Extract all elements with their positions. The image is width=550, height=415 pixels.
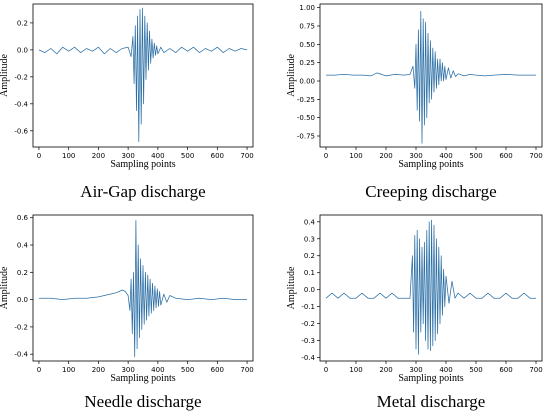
subplot-caption: Metal discharge	[377, 392, 486, 411]
x-tick-label: 100	[349, 366, 362, 374]
x-tick-label: 400	[439, 152, 452, 160]
x-tick-label: 600	[499, 152, 512, 160]
plot-frame	[319, 214, 543, 362]
y-tick-label: 0.75	[299, 23, 315, 31]
x-tick-label: 200	[379, 152, 392, 160]
x-tick-label: 0	[37, 366, 41, 374]
y-tick-label: 0.0	[17, 296, 28, 304]
x-axis-label: Sampling points	[398, 159, 463, 170]
y-tick-label: 0.3	[304, 235, 315, 243]
plot-frame	[319, 3, 543, 148]
x-tick-label: 500	[181, 152, 194, 160]
y-tick-label: -0.2	[14, 323, 28, 331]
y-tick-label: 0.25	[299, 59, 315, 67]
x-tick-label: 700	[529, 366, 542, 374]
signal-trace	[326, 10, 536, 144]
signal-trace	[38, 7, 248, 142]
y-tick-label: 0.6	[17, 214, 29, 222]
y-tick-label: -0.25	[297, 96, 315, 104]
x-tick-label: 100	[62, 152, 75, 160]
y-tick-label: -0.4	[14, 100, 28, 108]
y-tick-label: -0.1	[301, 303, 315, 311]
y-tick-label: -0.3	[301, 337, 315, 345]
x-tick-label: 200	[92, 152, 105, 160]
y-tick-label: 0.50	[299, 41, 315, 49]
x-tick-label: 600	[211, 366, 224, 374]
y-tick-label: -0.2	[14, 73, 28, 81]
signal-trace	[325, 219, 536, 355]
x-tick-label: 300	[121, 366, 134, 374]
y-tick-label: 0.2	[17, 269, 28, 277]
x-tick-label: 500	[181, 366, 194, 374]
x-tick-label: 300	[409, 366, 422, 374]
x-tick-label: 100	[349, 152, 362, 160]
x-tick-label: 100	[62, 366, 75, 374]
y-tick-label: -0.6	[14, 127, 28, 135]
subplot-4: 0 100 200 300 400 500 600 700 0.4 0.3 0.2 0.1 0.0 -0.…	[286, 214, 543, 411]
x-tick-label: 400	[151, 366, 164, 374]
y-axis-label: Amplitude	[0, 266, 10, 309]
x-tick-label: 500	[469, 366, 482, 374]
subplot-caption: Creeping discharge	[365, 182, 496, 201]
y-tick-label: 1.00	[299, 4, 315, 12]
x-tick-label: 700	[240, 152, 253, 160]
y-tick-label: 0.4	[304, 218, 316, 226]
x-tick-label: 200	[379, 366, 392, 374]
subplot-1: 0 100 200 300 400 500 600 700 0.2 0.0 -0.2 -0.4 -0.6…	[0, 3, 254, 201]
x-tick-label: 300	[409, 152, 422, 160]
y-tick-label: 0.1	[304, 269, 315, 277]
x-axis-label: Sampling points	[398, 373, 463, 384]
subplot-3: 0 100 200 300 400 500 600 700 0.6 0.4 0.2 0.0 -0.2 -0…	[0, 214, 254, 411]
subplot-2: 0 100 200 300 400 500 600 700 1.00 0.75 0.50 0.25 0.…	[286, 3, 543, 201]
y-tick-label: 0.0	[304, 286, 315, 294]
y-tick-label: -0.50	[297, 114, 315, 122]
x-tick-label: 400	[439, 366, 452, 374]
y-tick-label: 0.4	[17, 242, 29, 250]
x-tick-label: 0	[37, 152, 41, 160]
subplot-caption: Needle discharge	[84, 392, 201, 411]
x-tick-label: 0	[324, 152, 328, 160]
subplot-caption: Air-Gap discharge	[80, 182, 205, 201]
y-tick-label: -0.75	[297, 133, 315, 141]
x-tick-label: 400	[151, 152, 164, 160]
y-axis-label: Amplitude	[286, 54, 297, 97]
x-tick-label: 500	[469, 152, 482, 160]
x-tick-label: 700	[529, 152, 542, 160]
signal-trace	[38, 220, 248, 358]
y-tick-label: 0.00	[299, 78, 315, 86]
x-axis-label: Sampling points	[110, 373, 175, 384]
y-axis-label: Amplitude	[0, 54, 10, 97]
x-tick-label: 0	[324, 366, 328, 374]
x-tick-label: 200	[92, 366, 105, 374]
x-tick-label: 700	[240, 366, 253, 374]
plot-frame	[32, 3, 254, 148]
y-tick-label: -0.4	[14, 351, 28, 359]
y-tick-label: -0.4	[301, 354, 315, 362]
y-tick-label: 0.0	[17, 46, 28, 54]
x-tick-label: 600	[499, 366, 512, 374]
x-tick-label: 600	[211, 152, 224, 160]
y-tick-label: -0.2	[301, 320, 315, 328]
x-axis-label: Sampling points	[110, 159, 175, 170]
y-tick-label: 0.2	[304, 252, 315, 260]
x-tick-label: 300	[121, 152, 134, 160]
plot-frame	[32, 214, 254, 362]
y-axis-label: Amplitude	[286, 266, 297, 309]
y-tick-label: 0.2	[17, 19, 28, 27]
